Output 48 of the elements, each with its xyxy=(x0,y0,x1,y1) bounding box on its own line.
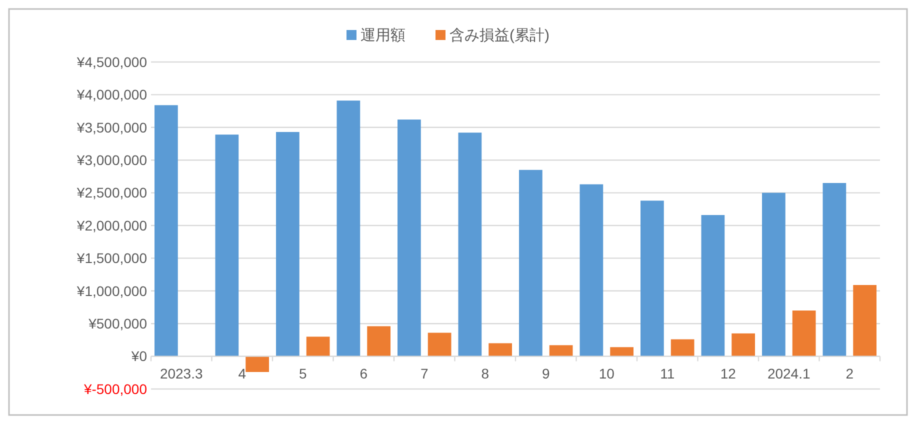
bar xyxy=(640,200,664,356)
bar xyxy=(154,105,178,356)
y-tick-label: ¥4,000,000 xyxy=(76,86,148,103)
x-tick-label: 8 xyxy=(481,365,490,382)
x-tick-label: 7 xyxy=(420,365,428,382)
bar xyxy=(367,326,390,356)
bar xyxy=(519,170,542,356)
y-tick-label: ¥-500,000 xyxy=(82,380,148,397)
bar xyxy=(276,132,300,356)
bar xyxy=(701,215,725,356)
y-tick-label: ¥2,500,000 xyxy=(76,184,148,201)
x-tick-label: 2 xyxy=(846,365,854,382)
x-tick-label: 4 xyxy=(238,365,246,382)
bar xyxy=(458,132,482,356)
x-tick-label: 5 xyxy=(298,365,307,382)
y-tick-label: ¥4,500,000 xyxy=(76,54,148,70)
bar xyxy=(428,332,452,356)
bar xyxy=(549,345,573,356)
bar xyxy=(670,339,694,356)
x-tick-label: 10 xyxy=(598,365,615,382)
bar xyxy=(822,182,846,356)
bar xyxy=(336,100,360,356)
y-tick-label: ¥2,000,000 xyxy=(76,217,148,234)
bar xyxy=(792,310,816,356)
x-tick-label: 2023.3 xyxy=(160,365,203,382)
x-tick-label: 9 xyxy=(542,365,550,382)
x-tick-label: 6 xyxy=(360,365,368,382)
bar xyxy=(610,347,634,356)
y-tick-label: ¥3,000,000 xyxy=(76,152,148,168)
bar xyxy=(488,343,512,356)
bar xyxy=(246,356,269,372)
x-tick-label: 12 xyxy=(720,365,736,382)
bar xyxy=(732,333,755,356)
y-tick-label: ¥1,500,000 xyxy=(76,250,148,266)
bar xyxy=(853,285,876,356)
bar xyxy=(398,120,421,356)
bar xyxy=(215,134,239,356)
x-tick-label: 11 xyxy=(660,365,675,382)
bar xyxy=(580,184,604,356)
y-tick-label: ¥500,000 xyxy=(88,316,148,332)
bar xyxy=(306,336,330,356)
bar xyxy=(762,192,786,356)
x-tick-label: 2024.1 xyxy=(767,365,810,382)
legend-label: 含み損益(累計) xyxy=(450,27,550,44)
y-tick-label: ¥0 xyxy=(130,348,148,364)
y-tick-label: ¥1,000,000 xyxy=(76,282,148,299)
y-tick-label: ¥3,500,000 xyxy=(76,119,148,136)
legend-label: 運用額 xyxy=(360,27,406,44)
